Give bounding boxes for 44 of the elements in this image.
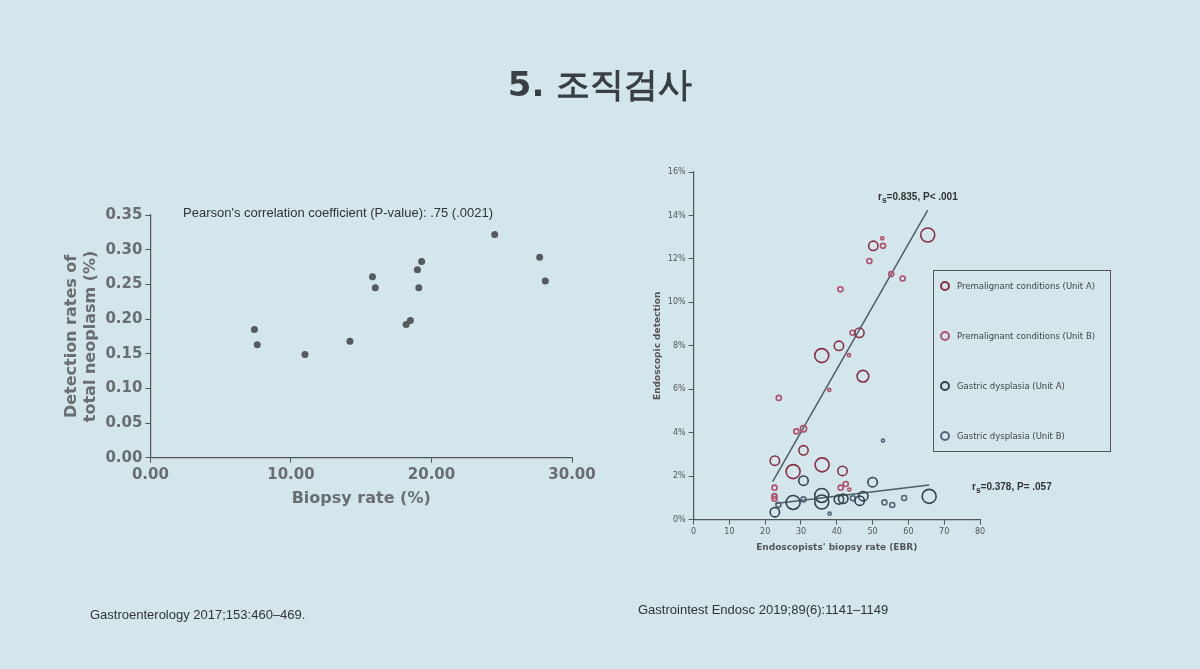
- y-tick-label: 6%: [672, 384, 686, 394]
- y-tick-label: 16%: [667, 167, 686, 177]
- y-tick-label: 0.00: [105, 447, 143, 466]
- y-tick-label: 0.25: [105, 274, 143, 293]
- y-axis-title: Detection rates of total neoplasm (%): [60, 250, 99, 423]
- annotation: Pearson's correlation coefficient (P-value): .75 (.0021): [183, 205, 494, 220]
- x-tick-label: 0: [691, 527, 697, 537]
- y-tick-label: 0.15: [105, 343, 143, 362]
- x-tick-label: 30.00: [548, 464, 596, 483]
- y-axis-title: Endoscopic detection: [651, 291, 662, 400]
- y-tick-label: 0.10: [105, 378, 143, 397]
- annotation: r$_{s}$=0.378, P= .057: [972, 481, 1052, 495]
- y-tick-label: 4%: [672, 427, 686, 437]
- annotation: r$_{s}$=0.835, P< .001: [878, 191, 958, 205]
- x-tick-label: 20.00: [407, 464, 456, 483]
- x-tick-label: 60: [903, 527, 914, 537]
- x-tick-label: 10.00: [267, 464, 315, 483]
- x-tick-label: 30: [795, 527, 807, 537]
- legend-label: Premalignant conditions (Unit A): [957, 281, 1096, 291]
- x-tick-label: 40: [831, 527, 842, 537]
- x-tick-label: 0.00: [131, 464, 169, 483]
- legend-label: Gastric dysplasia (Unit B): [957, 431, 1065, 441]
- text: Gastrointest Endosc 2019;89(6):1141–1149: [638, 602, 889, 617]
- legend-label: Premalignant conditions (Unit B): [957, 331, 1096, 341]
- text: Gastroenterology 2017;153:460–469.: [90, 607, 306, 622]
- y-tick-label: 0.05: [105, 413, 143, 431]
- x-axis-title: Biopsy rate (%): [291, 487, 431, 507]
- x-tick-label: 50: [867, 527, 878, 537]
- y-tick-label: 0.30: [105, 239, 143, 258]
- y-tick-label: 10%: [667, 297, 686, 307]
- y-tick-label: 0.20: [105, 308, 143, 327]
- y-tick-label: 8%: [672, 340, 686, 350]
- x-axis-title: Endoscopists' biopsy rate (EBR): [756, 541, 918, 552]
- x-tick-label: 70: [939, 527, 950, 537]
- y-tick-label: 12%: [667, 253, 686, 263]
- y-tick-label: 2%: [672, 471, 686, 481]
- chart-title: 5. 조직검사: [506, 63, 694, 106]
- legend-label: Gastric dysplasia (Unit A): [957, 381, 1065, 391]
- y-tick-label: 14%: [667, 210, 686, 220]
- x-tick-label: 80: [974, 527, 986, 537]
- y-tick-label: 0.35: [105, 204, 143, 223]
- y-tick-label: 0%: [672, 514, 686, 524]
- x-tick-label: 10: [724, 527, 735, 537]
- x-tick-label: 20: [760, 527, 771, 537]
